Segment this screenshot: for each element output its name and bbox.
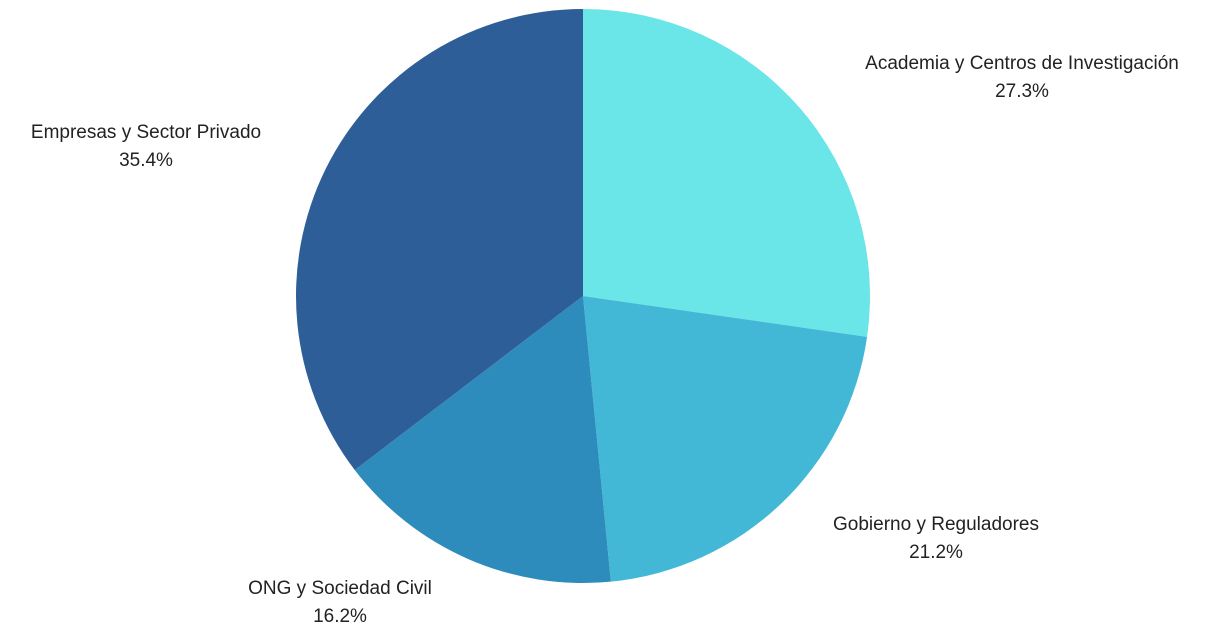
pie-slice-academia-y-centros-de-investigacion <box>583 9 871 337</box>
pie-slice-empresas-y-sector-privado <box>296 9 583 470</box>
slice-value-empresas-y-sector-privado: 35.4% <box>119 150 173 171</box>
pie-slices <box>296 9 871 583</box>
slice-label-academia-y-centros-de-investigacion: Academia y Centros de Investigación <box>865 53 1179 74</box>
slice-value-academia-y-centros-de-investigacion: 27.3% <box>995 81 1049 102</box>
slice-value-ong-y-sociedad-civil: 16.2% <box>313 606 367 627</box>
pie-labels: Academia y Centros de Investigación 27.3%… <box>31 53 1179 627</box>
slice-label-gobierno-y-reguladores: Gobierno y Reguladores <box>833 514 1039 535</box>
slice-label-ong-y-sociedad-civil: ONG y Sociedad Civil <box>248 578 432 599</box>
pie-slice-gobierno-y-reguladores <box>583 296 868 582</box>
slice-label-empresas-y-sector-privado: Empresas y Sector Privado <box>31 122 261 143</box>
slice-value-gobierno-y-reguladores: 21.2% <box>909 542 963 563</box>
pie-slice-ong-y-sociedad-civil <box>354 296 611 583</box>
